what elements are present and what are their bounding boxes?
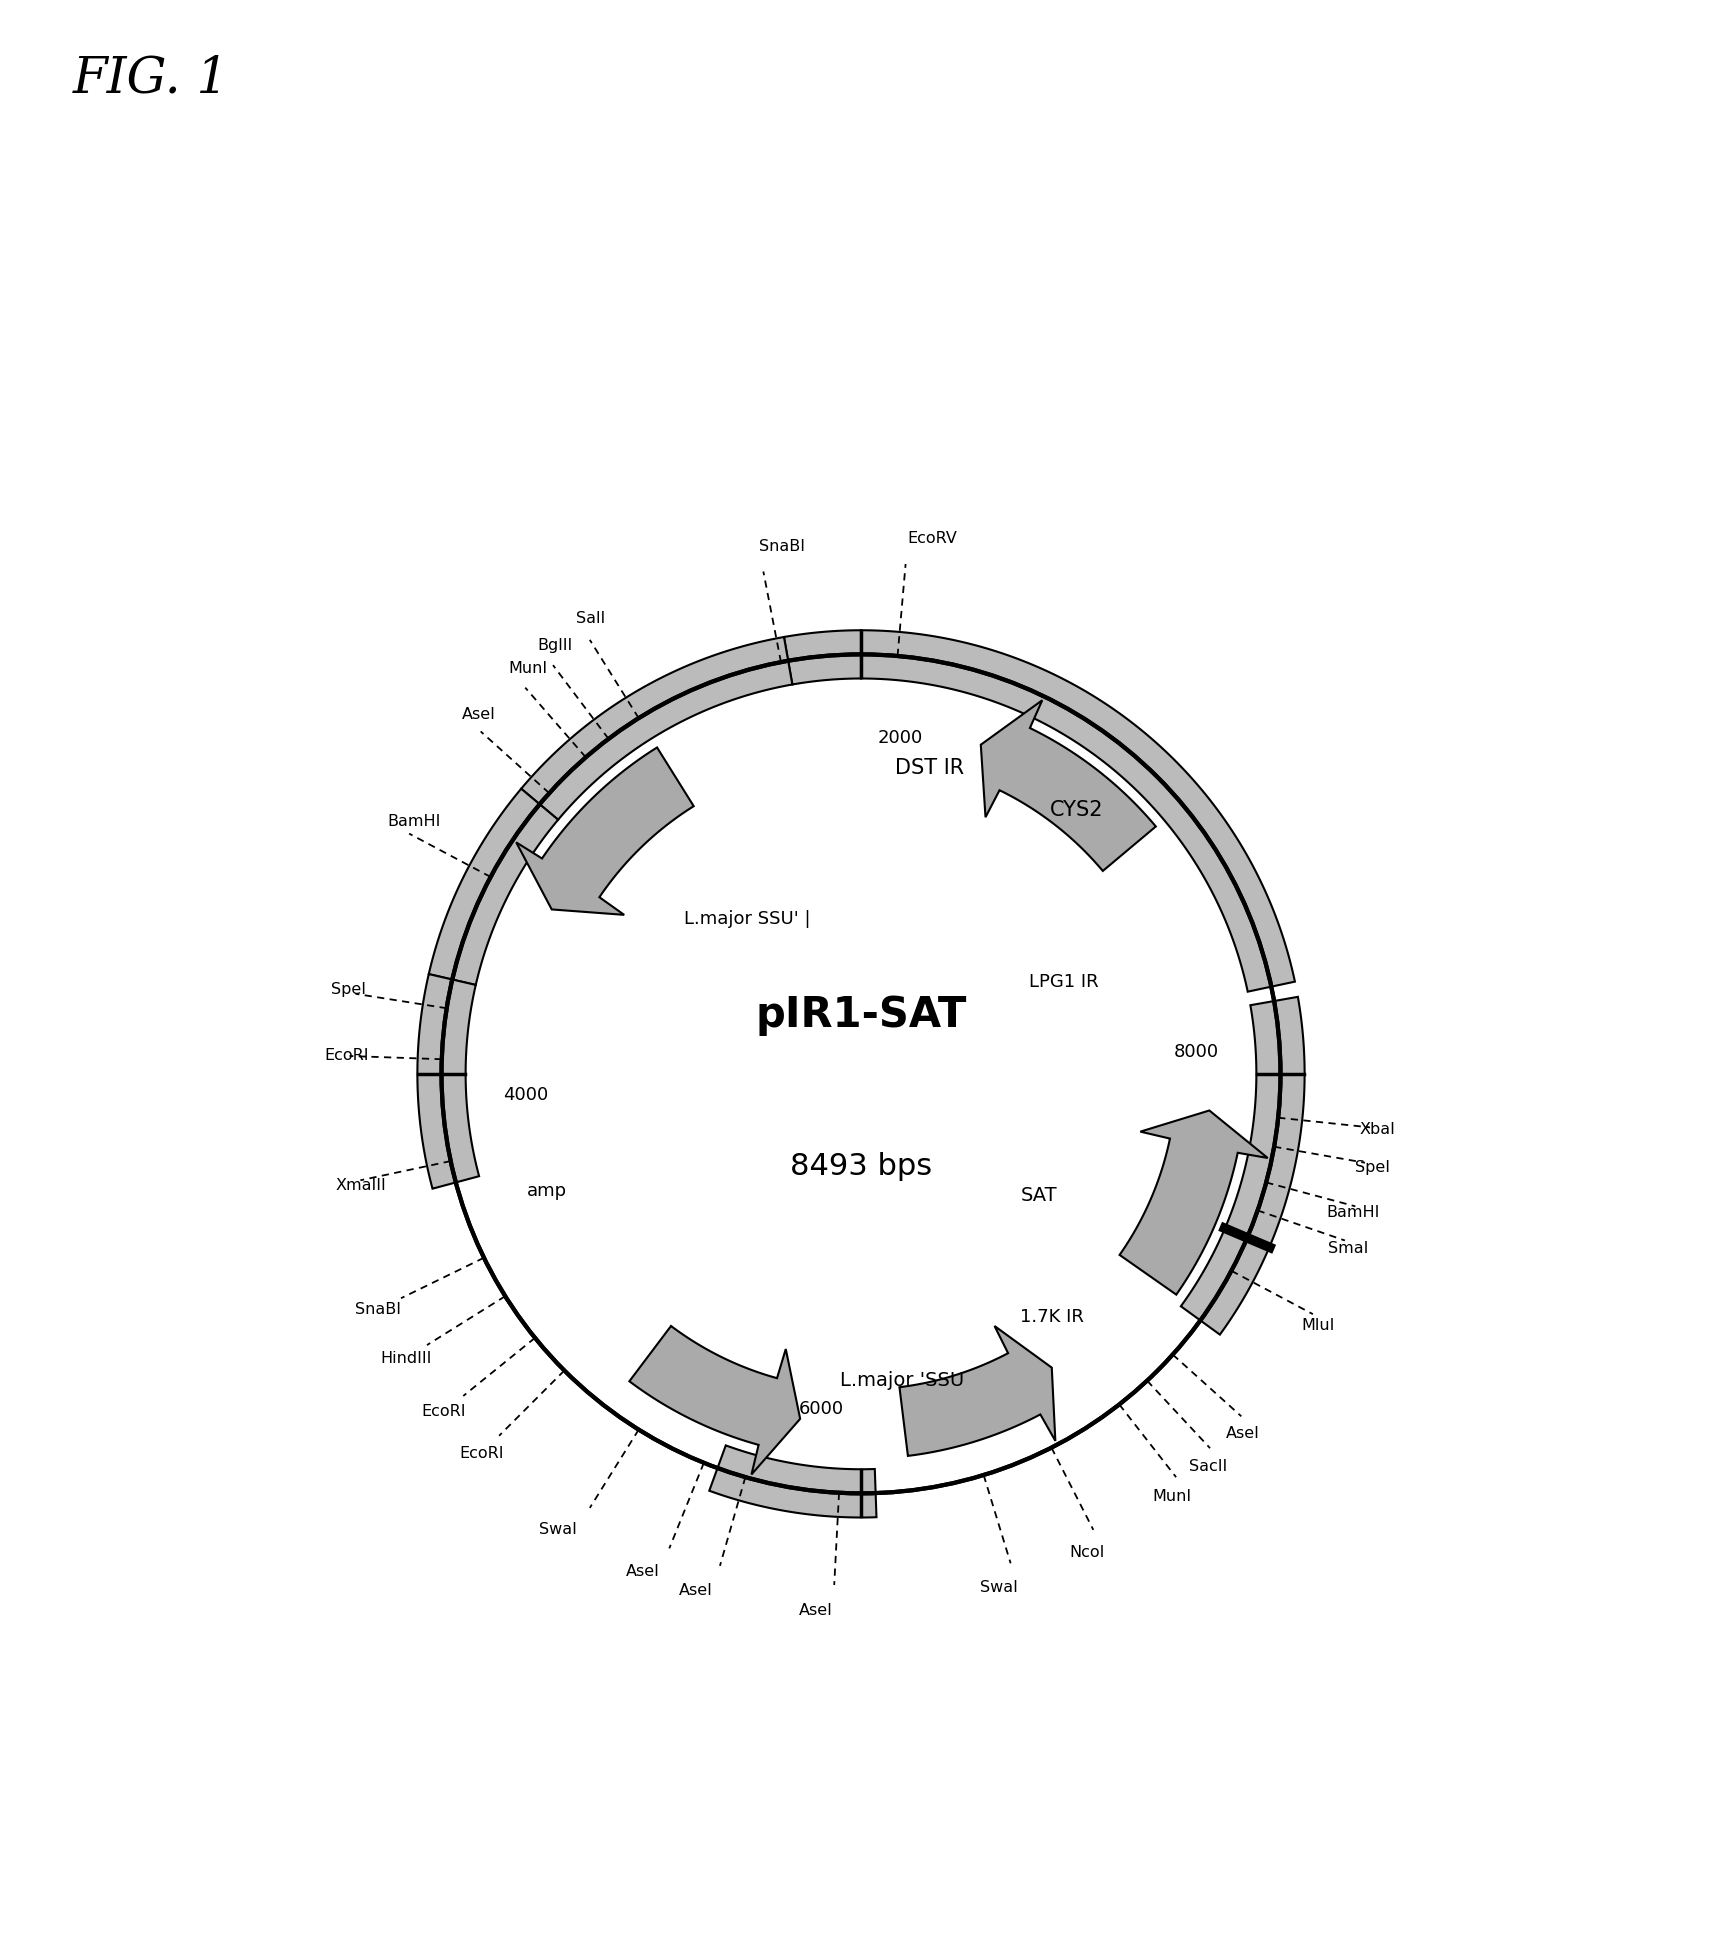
Text: EcoRI: EcoRI [460,1446,503,1461]
Polygon shape [861,630,1295,992]
Polygon shape [417,975,479,1188]
Text: BglII: BglII [537,638,573,653]
Text: AseI: AseI [799,1603,833,1618]
Text: 8493 bps: 8493 bps [790,1151,932,1180]
Polygon shape [899,1326,1056,1455]
Text: BamHI: BamHI [387,814,441,829]
Text: L.major SSU' |: L.major SSU' | [684,909,811,928]
Text: FIG. 1: FIG. 1 [72,54,229,105]
Text: AseI: AseI [627,1564,660,1579]
Text: SpeI: SpeI [1355,1159,1390,1174]
Polygon shape [629,1326,801,1475]
Text: MunI: MunI [1152,1490,1192,1504]
Text: 2000: 2000 [878,729,923,748]
Text: EcoRV: EcoRV [907,531,957,547]
Text: XbaI: XbaI [1359,1122,1395,1138]
Text: SpeI: SpeI [331,983,365,998]
Text: NcoI: NcoI [1069,1545,1106,1560]
Polygon shape [1119,1110,1267,1295]
Text: LPG1 IR: LPG1 IR [1028,973,1099,990]
Text: HindIII: HindIII [381,1351,430,1366]
Polygon shape [1181,996,1305,1335]
Text: EcoRI: EcoRI [324,1048,369,1062]
Text: SnaBI: SnaBI [759,539,804,554]
Text: EcoRI: EcoRI [422,1405,467,1419]
Text: 8000: 8000 [1174,1043,1219,1062]
Text: 6000: 6000 [799,1401,844,1419]
Text: SmaI: SmaI [1328,1240,1369,1256]
Polygon shape [522,638,792,820]
Text: SwaI: SwaI [539,1521,577,1537]
Polygon shape [784,630,861,684]
Text: XmaIII: XmaIII [336,1178,386,1194]
Text: CYS2: CYS2 [1050,800,1104,820]
Text: MluI: MluI [1302,1318,1335,1333]
Text: 4000: 4000 [503,1087,548,1105]
Text: SAT: SAT [1021,1186,1057,1205]
Text: AseI: AseI [1226,1426,1261,1440]
Text: amp: amp [527,1182,567,1200]
Text: L.major 'SSU: L.major 'SSU [840,1370,964,1390]
Polygon shape [517,748,694,915]
Text: SacII: SacII [1188,1459,1228,1475]
Text: pIR1-SAT: pIR1-SAT [756,994,966,1037]
Text: MunI: MunI [508,661,548,676]
Text: DST IR: DST IR [894,758,964,777]
Text: AseI: AseI [461,707,496,723]
Text: SalI: SalI [577,610,606,626]
Text: 1.7K IR: 1.7K IR [1021,1308,1085,1326]
Polygon shape [709,1446,876,1517]
Text: SwaI: SwaI [980,1579,1018,1595]
Polygon shape [982,700,1155,870]
Polygon shape [429,789,558,985]
Text: BamHI: BamHI [1326,1205,1379,1221]
Text: SnaBI: SnaBI [355,1302,401,1316]
Text: AseI: AseI [678,1583,713,1597]
